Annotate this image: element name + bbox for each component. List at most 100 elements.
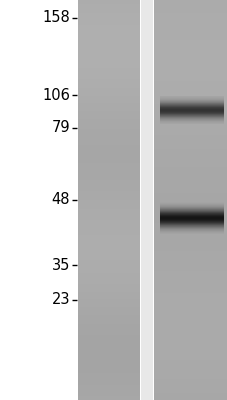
Bar — [153, 203, 227, 204]
Bar — [78, 316, 139, 317]
Bar — [153, 359, 227, 360]
Bar — [153, 335, 227, 336]
Bar — [78, 251, 139, 252]
Bar — [153, 159, 227, 160]
Bar — [78, 75, 139, 76]
Bar — [78, 212, 139, 213]
Bar — [78, 331, 139, 332]
Bar — [78, 155, 139, 156]
Bar — [78, 173, 139, 175]
Bar — [78, 283, 139, 284]
Bar — [153, 145, 227, 147]
Bar — [78, 107, 139, 108]
Bar — [78, 189, 139, 191]
Bar — [78, 133, 139, 135]
Bar — [153, 136, 227, 137]
Bar — [78, 196, 139, 197]
Bar — [153, 153, 227, 155]
Bar — [153, 384, 227, 385]
Bar — [153, 395, 227, 396]
Bar — [153, 360, 227, 361]
Bar — [153, 187, 227, 188]
Bar — [78, 320, 139, 321]
Bar — [153, 83, 227, 84]
Bar — [153, 316, 227, 317]
Bar — [153, 207, 227, 208]
Bar — [78, 396, 139, 397]
Bar — [153, 37, 227, 39]
Bar — [153, 364, 227, 365]
Bar — [78, 81, 139, 83]
Text: 35: 35 — [51, 258, 70, 272]
Bar — [153, 208, 227, 209]
Bar — [78, 32, 139, 33]
Bar — [78, 296, 139, 297]
Bar — [78, 100, 139, 101]
Bar — [78, 340, 139, 341]
Bar — [78, 373, 139, 375]
Bar — [153, 160, 227, 161]
Bar — [78, 180, 139, 181]
Bar — [153, 193, 227, 195]
Bar — [78, 379, 139, 380]
Bar — [153, 389, 227, 391]
Bar — [153, 337, 227, 339]
Bar — [153, 268, 227, 269]
Bar — [153, 88, 227, 89]
Bar — [78, 27, 139, 28]
Bar — [153, 392, 227, 393]
Bar — [153, 167, 227, 168]
Bar — [78, 205, 139, 207]
Bar — [78, 8, 139, 9]
Bar — [153, 195, 227, 196]
Bar — [153, 151, 227, 152]
Bar — [78, 235, 139, 236]
Bar — [78, 156, 139, 157]
Bar — [153, 135, 227, 136]
Bar — [153, 295, 227, 296]
Bar — [153, 224, 227, 225]
Text: 158: 158 — [42, 10, 70, 26]
Bar — [153, 181, 227, 183]
Bar — [153, 341, 227, 343]
Bar — [78, 65, 139, 67]
Bar — [78, 273, 139, 275]
Bar — [153, 332, 227, 333]
Bar — [153, 260, 227, 261]
Bar — [78, 29, 139, 31]
Bar — [78, 101, 139, 103]
Bar — [153, 119, 227, 120]
Bar — [78, 93, 139, 95]
Bar — [153, 281, 227, 283]
Bar — [153, 393, 227, 395]
Bar — [78, 353, 139, 355]
Bar — [78, 317, 139, 319]
Bar — [78, 5, 139, 7]
Bar — [153, 104, 227, 105]
Bar — [153, 288, 227, 289]
Bar — [78, 157, 139, 159]
Bar — [78, 108, 139, 109]
Bar — [153, 133, 227, 135]
Bar — [153, 212, 227, 213]
Bar — [78, 119, 139, 120]
Bar — [78, 280, 139, 281]
Bar — [153, 107, 227, 108]
Bar — [153, 139, 227, 140]
Bar — [78, 39, 139, 40]
Bar — [78, 380, 139, 381]
Bar — [78, 55, 139, 56]
Bar — [78, 16, 139, 17]
Bar — [153, 245, 227, 247]
Bar — [153, 25, 227, 27]
Bar — [153, 387, 227, 388]
Bar — [153, 48, 227, 49]
Bar — [78, 265, 139, 267]
Bar — [153, 163, 227, 164]
Bar — [153, 399, 227, 400]
Bar — [153, 347, 227, 348]
Bar — [78, 103, 139, 104]
Bar — [153, 215, 227, 216]
Bar — [78, 332, 139, 333]
Bar — [153, 197, 227, 199]
